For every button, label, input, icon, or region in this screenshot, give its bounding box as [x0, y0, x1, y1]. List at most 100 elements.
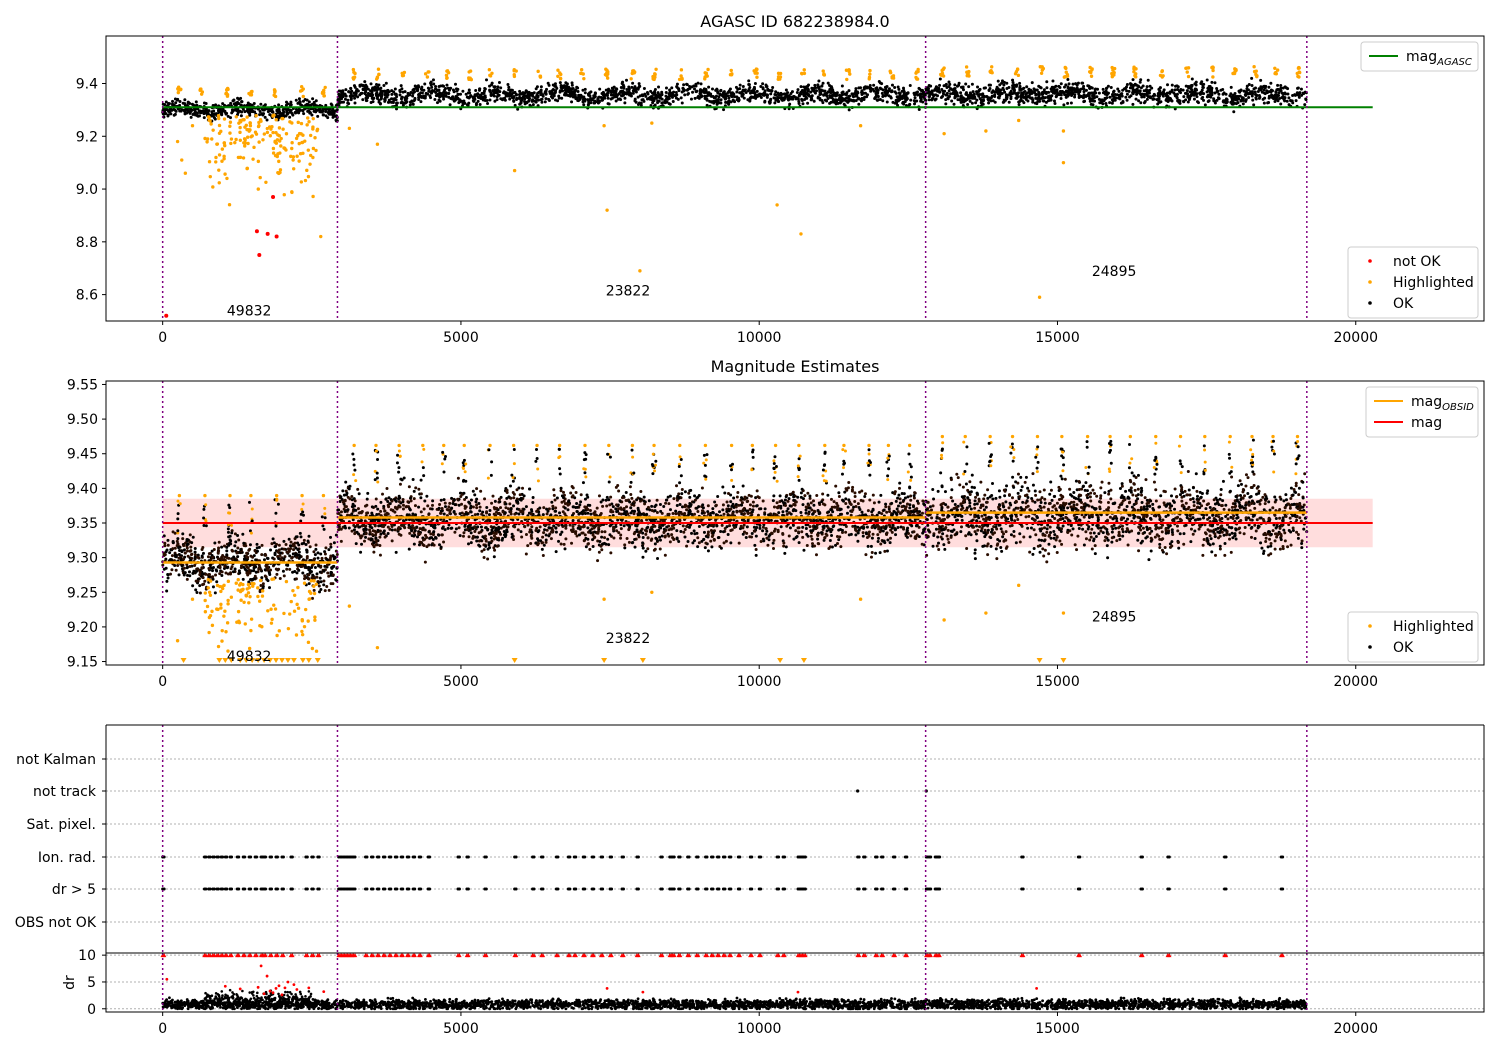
ok-point [955, 84, 959, 88]
ok-point [1005, 97, 1009, 101]
ok-point [466, 103, 470, 107]
highlighted-point [1064, 66, 1068, 71]
ok-point [223, 555, 227, 559]
ok-point [262, 108, 266, 112]
ok-point [234, 540, 238, 544]
ok-point [656, 101, 660, 105]
ok-point [174, 555, 178, 559]
ok-point [1069, 86, 1073, 90]
ok-point [1243, 93, 1247, 97]
highlighted-point [306, 174, 311, 179]
ok-point [297, 543, 301, 547]
ok-point [462, 99, 466, 103]
ok-point [591, 533, 595, 537]
ok-point [544, 97, 548, 101]
ok-point [1092, 96, 1096, 100]
ok-point [653, 542, 657, 546]
ok-point [198, 584, 202, 588]
ok-point [168, 551, 172, 555]
ok-point [557, 96, 561, 100]
ok-point [964, 92, 968, 96]
ok-point [461, 102, 465, 106]
ok-point [1082, 100, 1086, 104]
ok-point [890, 526, 894, 530]
ok-point [704, 90, 708, 94]
highlighted-point [488, 74, 493, 78]
ok-point [614, 90, 618, 94]
ok-point [162, 534, 166, 538]
highlighted-point [868, 68, 872, 73]
ok-point [183, 571, 187, 575]
highlighted-point [376, 67, 381, 71]
ok-point [277, 108, 281, 112]
highlighted-point [845, 77, 849, 82]
ok-point [1086, 84, 1090, 88]
ok-point [691, 90, 695, 94]
ok-point [1168, 91, 1172, 95]
ok-point [1174, 84, 1178, 88]
ok-point [325, 557, 329, 561]
ok-point [1178, 101, 1182, 105]
ok-point [436, 88, 440, 92]
ok-point [230, 529, 234, 533]
ok-point [313, 553, 317, 557]
ok-point [163, 541, 167, 545]
ok-point [329, 542, 333, 546]
ok-point [185, 577, 189, 581]
ok-point [1276, 83, 1280, 87]
ok-point [613, 94, 617, 98]
ok-point [773, 101, 777, 105]
ok-point [881, 88, 885, 92]
ok-point [239, 114, 243, 118]
ok-point [966, 102, 970, 106]
ok-point [247, 570, 251, 574]
highlighted-point [305, 168, 309, 173]
highlighted-point [229, 141, 233, 146]
ok-point [216, 551, 220, 555]
ok-point [714, 94, 718, 98]
ok-point [780, 97, 784, 101]
highlighted-point [606, 72, 610, 76]
ok-point [400, 87, 404, 91]
highlighted-point [1110, 71, 1114, 76]
ok-point [631, 89, 635, 93]
ok-point [507, 85, 511, 89]
ok-point [1156, 94, 1160, 98]
ok-point [1215, 98, 1219, 102]
excursion-point [275, 498, 279, 502]
highlighted-point [605, 76, 610, 80]
ok-point [586, 103, 590, 107]
highlighted-point [274, 493, 279, 498]
ok-point [1128, 86, 1132, 90]
highlighted-point [219, 129, 223, 134]
highlighted-point [274, 118, 278, 122]
ok-point [737, 96, 741, 100]
ok-point [201, 551, 205, 555]
ok-point [1213, 81, 1217, 85]
ok-point [1161, 94, 1165, 98]
ok-point [947, 85, 951, 89]
ok-point [1037, 92, 1041, 96]
highlighted-point [233, 140, 237, 145]
ok-point [483, 87, 487, 91]
ok-point [177, 573, 181, 577]
ok-point [261, 584, 265, 588]
ok-point [241, 532, 245, 536]
ok-point [364, 90, 368, 94]
ok-point [789, 97, 793, 101]
ok-point [748, 85, 752, 89]
ok-point [1229, 85, 1233, 89]
ok-point [285, 567, 289, 571]
ok-point [776, 91, 780, 95]
ok-point [1021, 87, 1025, 91]
ok-point [938, 77, 942, 81]
ok-point [218, 566, 222, 570]
ok-point [784, 88, 788, 92]
ok-point [979, 101, 983, 105]
ok-point [416, 87, 420, 91]
ok-point [1097, 91, 1101, 95]
ok-point [369, 82, 373, 86]
highlighted-point [653, 72, 657, 77]
ok-point [1087, 91, 1091, 95]
ok-point [169, 572, 173, 576]
